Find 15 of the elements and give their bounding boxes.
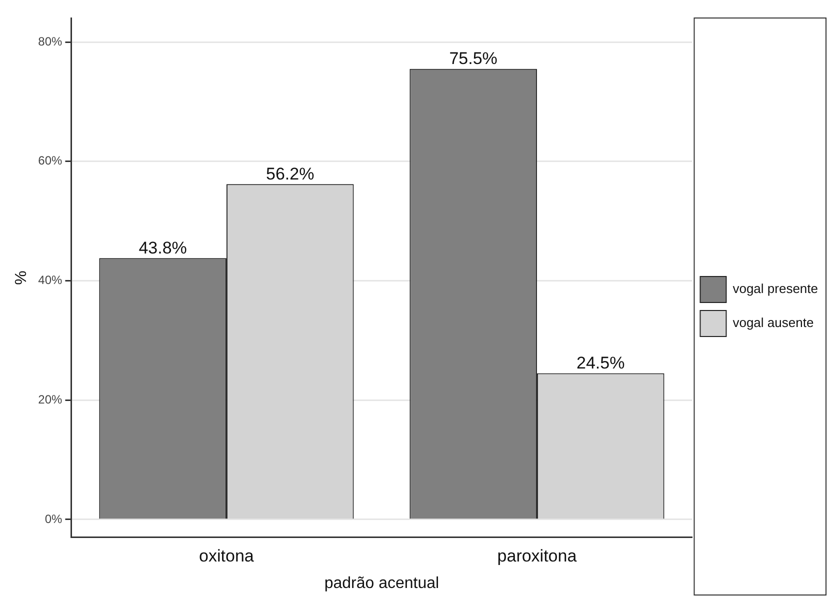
y-tick-label: 0% — [44, 512, 63, 526]
x-tick-label: oxitona — [199, 546, 254, 566]
data-label: 56.2% — [266, 164, 314, 184]
x-tick-label: paroxitona — [497, 546, 578, 566]
data-label: 43.8% — [138, 238, 187, 258]
x-axis-title: padrão acentual — [324, 574, 440, 592]
y-tick-label: 80% — [38, 34, 63, 48]
legend-label: vogal presente — [732, 281, 818, 296]
y-tick-label: 60% — [38, 154, 63, 168]
data-label: 24.5% — [576, 353, 625, 372]
legend-label: vogal ausente — [732, 315, 814, 330]
y-tick-label: 20% — [38, 392, 63, 406]
y-tick-label: 40% — [38, 273, 63, 288]
data-label: 75.5% — [449, 49, 498, 68]
y-axis-title: % — [13, 270, 30, 285]
